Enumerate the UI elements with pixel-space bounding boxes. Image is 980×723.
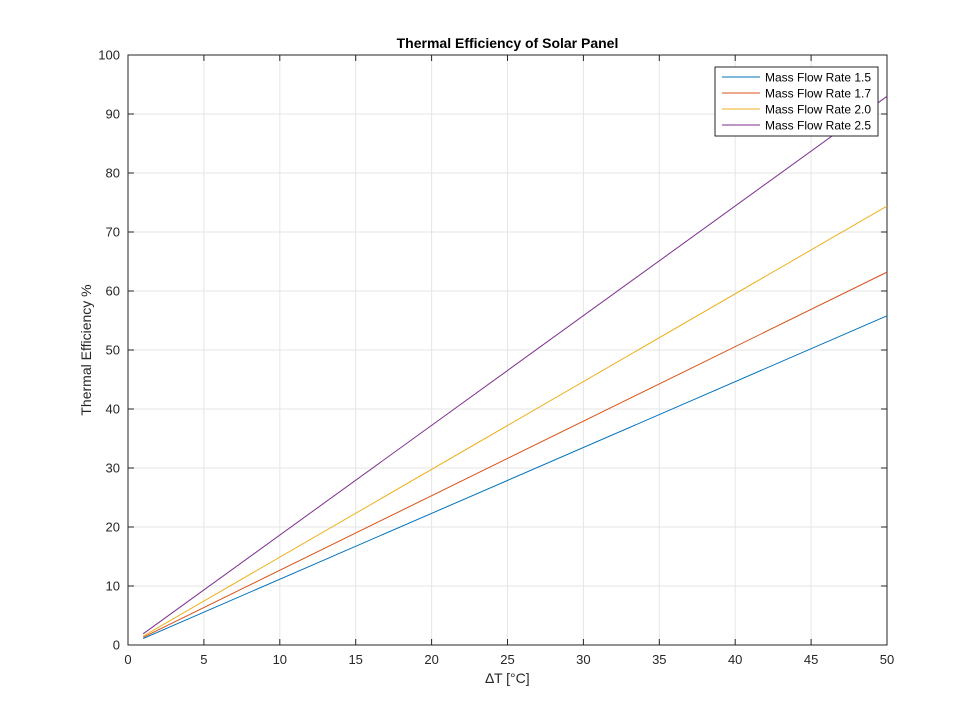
x-tick-label: 45 [804, 652, 818, 667]
x-tick-label: 5 [200, 652, 207, 667]
y-tick-label: 30 [106, 461, 120, 476]
y-tick-label: 20 [106, 520, 120, 535]
y-tick-label: 90 [106, 107, 120, 122]
y-tick-label: 0 [113, 638, 120, 653]
legend: Mass Flow Rate 1.5 Mass Flow Rate 1.7 Mass… [714, 66, 879, 137]
legend-entry: Mass Flow Rate 2.5 [765, 119, 871, 133]
y-tick-label: 80 [106, 166, 120, 181]
grid [128, 55, 887, 645]
legend-entry: Mass Flow Rate 2.0 [765, 103, 871, 117]
y-tick-label: 60 [106, 284, 120, 299]
x-tick-label: 30 [576, 652, 590, 667]
y-tick-label: 40 [106, 402, 120, 417]
axis-ticks: 0 5 10 15 20 25 30 35 40 45 50 0 10 20 30 40 50 60 70 80 90 1… [98, 48, 894, 668]
y-tick-label: 50 [106, 343, 120, 358]
chart-title: Thermal Efficiency of Solar Panel [397, 35, 619, 51]
y-tick-label: 10 [106, 579, 120, 594]
y-tick-label: 70 [106, 225, 120, 240]
series-line [142, 205, 888, 637]
x-tick-label: 15 [348, 652, 362, 667]
x-tick-label: 40 [728, 652, 742, 667]
x-tick-label: 20 [424, 652, 438, 667]
x-tick-label: 0 [124, 652, 131, 667]
x-tick-label: 35 [652, 652, 666, 667]
series-line [142, 95, 888, 635]
x-axis-label: ∆T [°C] [485, 670, 529, 686]
legend-entry: Mass Flow Rate 1.5 [765, 71, 871, 85]
y-axis-label: Thermal Efficiency % [78, 284, 94, 415]
legend-entry: Mass Flow Rate 1.7 [765, 87, 871, 101]
series-line [142, 271, 888, 638]
y-tick-label: 100 [98, 48, 120, 63]
x-tick-label: 25 [500, 652, 514, 667]
x-tick-label: 10 [273, 652, 287, 667]
series-lines [142, 95, 888, 639]
series-line [142, 315, 888, 639]
x-tick-label: 50 [880, 652, 894, 667]
